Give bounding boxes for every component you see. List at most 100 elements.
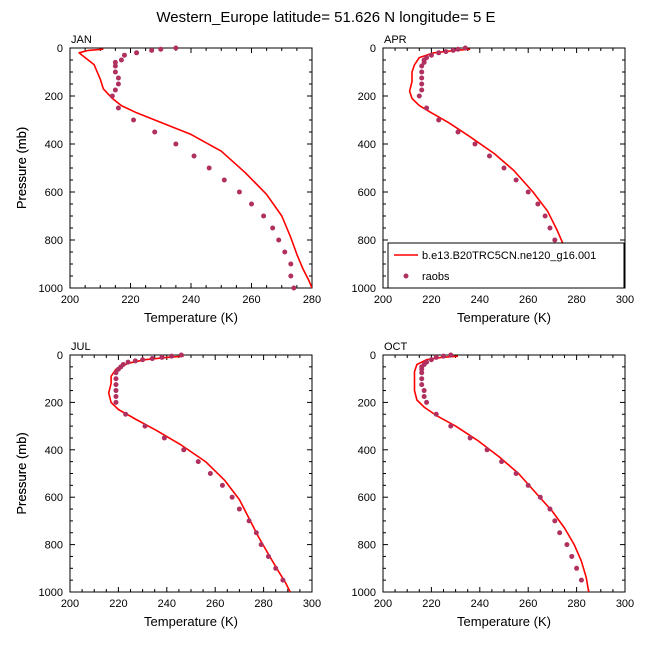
raob-point <box>419 75 425 81</box>
raob-point <box>441 353 446 359</box>
raob-point <box>421 393 427 399</box>
x-tick-label: 260 <box>519 294 537 306</box>
raob-point <box>273 565 279 571</box>
raob-point <box>537 494 543 500</box>
data-layer-apr <box>408 45 583 289</box>
y-tick-label: 800 <box>45 235 63 247</box>
raob-point <box>112 59 118 65</box>
panels-container: JAN 200 220 240 260 280 0 200 400 600 800 1000 Tempe… <box>14 34 634 629</box>
raob-point <box>158 46 164 52</box>
raob-point <box>535 201 541 207</box>
legend-obs-label: raobs <box>422 271 450 283</box>
legend-box <box>387 242 625 289</box>
raob-point <box>419 81 425 87</box>
panel-oct: OCT 200 220 240 260 280 300 0 200 400 600 800 1000 Te… <box>14 341 634 629</box>
x-tick-label: 280 <box>567 598 585 610</box>
y-tick-label: 200 <box>45 91 63 103</box>
legend-model-label: b.e13.B20TRC5CN.ne120_g16.001 <box>422 250 596 262</box>
panel-apr: APR 200 220 240 260 280 300 0 200 400 600 800 1000 Te… <box>14 34 634 325</box>
panel-label-jan: JAN <box>71 34 92 46</box>
raob-point <box>236 189 242 195</box>
raob-point <box>115 105 121 111</box>
plot-frame-oct <box>382 354 626 593</box>
data-layer-oct <box>413 352 590 593</box>
raob-point <box>123 411 129 417</box>
raob-point <box>472 141 478 147</box>
raob-point <box>173 45 179 51</box>
raob-point <box>424 399 430 405</box>
y-tick-label: 400 <box>45 139 63 151</box>
raob-point <box>416 93 422 99</box>
raob-point <box>159 354 165 360</box>
x-tick-label: 280 <box>254 598 272 610</box>
x-tick-label: 280 <box>303 294 321 306</box>
raob-point <box>486 153 492 159</box>
raob-point <box>547 225 553 231</box>
raob-point <box>282 249 288 255</box>
raob-point <box>125 359 131 365</box>
y-tick-label: 1000 <box>352 587 376 599</box>
raob-point <box>132 358 138 364</box>
y-tick-label: 400 <box>45 445 63 457</box>
y-tick-label: 400 <box>358 139 376 151</box>
raob-point <box>501 165 507 171</box>
x-tick-label: 200 <box>61 598 79 610</box>
raob-point <box>564 542 570 548</box>
raob-point <box>419 63 425 69</box>
raob-point <box>419 376 425 382</box>
raob-point <box>428 357 434 363</box>
raob-point <box>542 213 548 219</box>
x-tick-label: 260 <box>519 598 537 610</box>
x-axis-title-jan: Temperature (K) <box>144 310 238 325</box>
x-tick-label: 280 <box>567 294 585 306</box>
model-line-jan <box>78 48 312 289</box>
y-tick-label: 0 <box>370 350 376 362</box>
raob-point <box>513 471 519 476</box>
raob-point <box>140 357 146 363</box>
model-line-jul <box>107 355 291 593</box>
raob-point <box>450 47 456 53</box>
raob-point <box>191 153 197 159</box>
raob-point <box>428 52 434 58</box>
x-tick-label: 240 <box>471 598 489 610</box>
raob-point <box>115 81 121 87</box>
figure-title: Western_Europe latitude= 51.626 N longit… <box>156 9 495 26</box>
raob-point <box>276 237 282 243</box>
raob-point <box>249 201 254 207</box>
raob-point <box>421 59 427 65</box>
x-tick-label: 300 <box>303 598 321 610</box>
data-layer-jan <box>78 45 312 291</box>
y-tick-label: 1000 <box>39 587 63 599</box>
raob-point <box>455 46 461 52</box>
raob-point <box>112 87 118 93</box>
legend-obs-marker <box>403 273 409 279</box>
raob-point <box>195 459 201 465</box>
raob-point <box>484 447 490 453</box>
x-tick-label: 220 <box>422 294 440 306</box>
y-tick-label: 200 <box>358 397 376 409</box>
raob-point <box>149 47 155 53</box>
y-tick-label: 800 <box>45 540 63 552</box>
raob-point <box>513 177 519 183</box>
y-tick-label: 1000 <box>352 283 376 295</box>
raob-point <box>552 237 558 243</box>
x-tick-label: 260 <box>206 598 224 610</box>
raob-point <box>246 518 252 524</box>
y-tick-label: 800 <box>358 540 376 552</box>
raob-point <box>115 366 121 372</box>
raob-point <box>419 370 425 376</box>
raob-point <box>436 117 442 123</box>
raob-point <box>569 553 575 559</box>
raob-point <box>419 87 425 93</box>
raob-point <box>121 52 127 58</box>
x-tick-label: 200 <box>61 294 79 306</box>
raob-point <box>525 189 531 195</box>
y-tick-label: 400 <box>358 445 376 457</box>
y-tick-label: 0 <box>370 43 376 55</box>
y-axis-title-apr: Pressure (mb) <box>14 127 29 209</box>
raob-point <box>270 225 276 231</box>
raob-point <box>161 435 167 441</box>
x-tick-label: 220 <box>422 598 440 610</box>
raob-point <box>169 353 175 359</box>
